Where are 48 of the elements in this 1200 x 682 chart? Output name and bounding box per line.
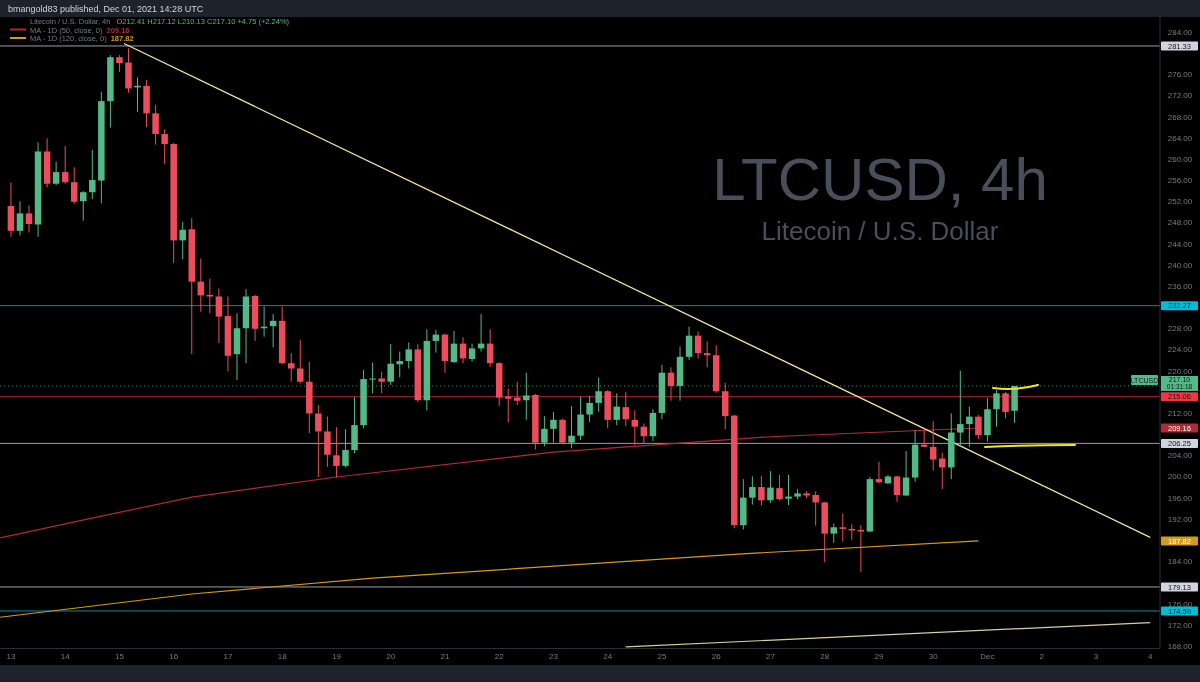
x-tick-label: 30 bbox=[928, 652, 939, 661]
x-tick-label: 20 bbox=[386, 652, 396, 661]
text: LTCUSD, 4h bbox=[712, 146, 1048, 213]
y-tick-label: 256.00 bbox=[1167, 176, 1193, 186]
y-tick-label: 272.00 bbox=[1167, 91, 1193, 101]
y-tick-label: 236.00 bbox=[1167, 281, 1193, 291]
y-tick-label: 260.00 bbox=[1167, 154, 1193, 164]
y-tick-label: 248.00 bbox=[1167, 218, 1193, 228]
x-tick-label: Dec bbox=[980, 652, 995, 661]
x-tick-label: 28 bbox=[820, 652, 830, 661]
x-tick-label: 19 bbox=[331, 652, 342, 661]
y-tick-label: 184.00 bbox=[1167, 557, 1193, 567]
x-tick-label: 14 bbox=[60, 652, 71, 661]
y-tick-label: 192.00 bbox=[1167, 514, 1193, 524]
y-tick-label: 284.00 bbox=[1167, 27, 1193, 37]
x-tick-label: 3 bbox=[1093, 652, 1099, 661]
x-tick-label: 18 bbox=[277, 652, 288, 661]
x-tick-label: 23 bbox=[548, 652, 559, 661]
text: bmangold83 published, Dec 01, 2021 14:28 UTC bbox=[8, 4, 204, 14]
x-tick-label: 21 bbox=[440, 652, 450, 661]
x-tick-label: 13 bbox=[6, 652, 16, 661]
x-tick-label: 24 bbox=[603, 652, 613, 661]
x-tick-label: 25 bbox=[657, 652, 667, 661]
y-tick-label: 204.00 bbox=[1167, 451, 1193, 461]
y-tick-label: 200.00 bbox=[1167, 472, 1193, 482]
x-tick-label: 17 bbox=[223, 652, 233, 661]
x-tick-label: 22 bbox=[494, 652, 505, 661]
y-tick-label: 276.00 bbox=[1167, 70, 1193, 80]
y-tick-label: 228.00 bbox=[1167, 324, 1193, 334]
x-tick-label: 29 bbox=[874, 652, 884, 661]
y-tick-label: 240.00 bbox=[1167, 260, 1193, 270]
y-tick-label: 264.00 bbox=[1167, 133, 1193, 143]
y-tick-label: 172.00 bbox=[1167, 620, 1193, 630]
x-tick-label: 27 bbox=[765, 652, 776, 661]
x-tick-label: 2 bbox=[1039, 652, 1045, 661]
text: Litecoin / U.S. Dollar bbox=[761, 216, 999, 246]
y-tick-label: 244.00 bbox=[1167, 239, 1193, 249]
y-tick-label: 196.00 bbox=[1167, 493, 1193, 503]
y-tick-label: 212.00 bbox=[1167, 408, 1193, 418]
y-tick-label: 252.00 bbox=[1167, 197, 1193, 207]
y-tick-label: 224.00 bbox=[1167, 345, 1193, 355]
x-tick-label: 15 bbox=[114, 652, 125, 661]
x-tick-label: 4 bbox=[1147, 652, 1153, 661]
x-tick-label: 26 bbox=[711, 652, 722, 661]
x-tick-label: 16 bbox=[169, 652, 179, 661]
y-tick-label: 220.00 bbox=[1167, 366, 1193, 376]
y-tick-label: 268.00 bbox=[1167, 112, 1193, 122]
y-tick-label: 168.00 bbox=[1167, 641, 1193, 651]
